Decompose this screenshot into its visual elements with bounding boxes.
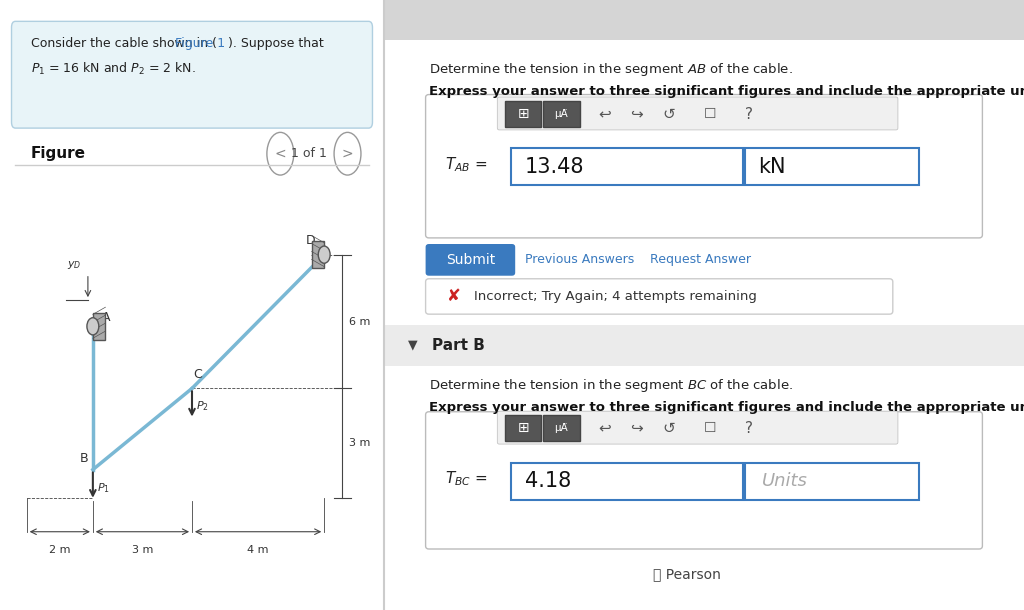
Text: ↺: ↺ — [663, 107, 675, 121]
Text: μÄ: μÄ — [554, 423, 568, 433]
Text: Request Answer: Request Answer — [649, 253, 751, 267]
Text: 3 m: 3 m — [132, 545, 154, 555]
Text: Express your answer to three significant figures and include the appropriate uni: Express your answer to three significant… — [429, 85, 1024, 98]
Text: $y_D$: $y_D$ — [68, 259, 82, 271]
Circle shape — [318, 246, 330, 264]
Text: Consider the cable shown in (: Consider the cable shown in ( — [31, 37, 217, 49]
Text: ?: ? — [744, 421, 753, 436]
Text: ▼: ▼ — [408, 339, 418, 352]
Text: ↪: ↪ — [631, 107, 643, 121]
FancyBboxPatch shape — [498, 411, 898, 444]
Text: ⊞: ⊞ — [517, 422, 529, 435]
Text: 6 m: 6 m — [349, 317, 371, 326]
Text: 4.18: 4.18 — [524, 472, 571, 491]
Text: μÄ: μÄ — [554, 109, 568, 119]
Text: 1 of 1: 1 of 1 — [291, 147, 327, 160]
Text: kN: kN — [759, 157, 785, 176]
Text: $T_{BC}$ =: $T_{BC}$ = — [444, 470, 487, 488]
Text: ↺: ↺ — [663, 421, 675, 436]
Text: Figure: Figure — [31, 146, 86, 162]
Text: ☐: ☐ — [705, 422, 717, 435]
Text: 4 m: 4 m — [248, 545, 269, 555]
FancyBboxPatch shape — [505, 101, 542, 127]
Text: $P_2$: $P_2$ — [196, 400, 209, 414]
Text: 2 m: 2 m — [49, 545, 71, 555]
Text: 13.48: 13.48 — [524, 157, 585, 176]
Text: Express your answer to three significant figures and include the appropriate uni: Express your answer to three significant… — [429, 401, 1024, 414]
FancyBboxPatch shape — [745, 463, 920, 500]
Text: ). Suppose that: ). Suppose that — [228, 37, 325, 49]
Text: $P_1$ = 16 kN and $P_2$ = 2 kN.: $P_1$ = 16 kN and $P_2$ = 2 kN. — [31, 61, 196, 77]
FancyBboxPatch shape — [426, 279, 893, 314]
FancyBboxPatch shape — [544, 101, 580, 127]
Bar — [384, 0, 1024, 40]
Text: A: A — [102, 311, 111, 324]
Text: Units: Units — [762, 472, 808, 490]
Text: D: D — [306, 234, 315, 248]
Text: B: B — [79, 452, 88, 465]
Text: ?: ? — [744, 107, 753, 121]
Text: ✘: ✘ — [446, 287, 461, 306]
FancyBboxPatch shape — [426, 95, 982, 238]
Text: $T_{AB}$ =: $T_{AB}$ = — [444, 156, 487, 174]
Text: Determine the tension in the segment $AB$ of the cable.: Determine the tension in the segment $AB… — [429, 61, 793, 78]
FancyBboxPatch shape — [544, 415, 580, 441]
Bar — [93, 313, 105, 340]
FancyBboxPatch shape — [11, 21, 373, 128]
Text: Previous Answers: Previous Answers — [524, 253, 634, 267]
Text: Ⓟ Pearson: Ⓟ Pearson — [653, 568, 721, 581]
Text: Determine the tension in the segment $BC$ of the cable.: Determine the tension in the segment $BC… — [429, 377, 793, 394]
Circle shape — [87, 318, 98, 335]
Bar — [384, 325, 1024, 366]
Text: >: > — [342, 147, 353, 160]
Text: Incorrect; Try Again; 4 attempts remaining: Incorrect; Try Again; 4 attempts remaini… — [473, 290, 757, 303]
Text: 3 m: 3 m — [349, 439, 371, 448]
FancyBboxPatch shape — [505, 415, 542, 441]
Text: Submit: Submit — [445, 253, 495, 267]
Text: Figure 1: Figure 1 — [175, 37, 225, 49]
Text: $P_1$: $P_1$ — [97, 481, 110, 495]
FancyBboxPatch shape — [745, 148, 920, 185]
FancyBboxPatch shape — [426, 244, 515, 276]
FancyBboxPatch shape — [498, 97, 898, 130]
Text: C: C — [194, 368, 203, 381]
Text: Part B: Part B — [432, 338, 485, 353]
Text: ↪: ↪ — [631, 421, 643, 436]
FancyBboxPatch shape — [511, 148, 743, 185]
Text: <: < — [274, 147, 286, 160]
Text: ↩: ↩ — [598, 421, 611, 436]
Text: ☐: ☐ — [705, 107, 717, 121]
FancyBboxPatch shape — [511, 463, 743, 500]
FancyBboxPatch shape — [426, 412, 982, 549]
Bar — [311, 242, 325, 268]
Text: ↩: ↩ — [598, 107, 611, 121]
Text: ⊞: ⊞ — [517, 107, 529, 121]
